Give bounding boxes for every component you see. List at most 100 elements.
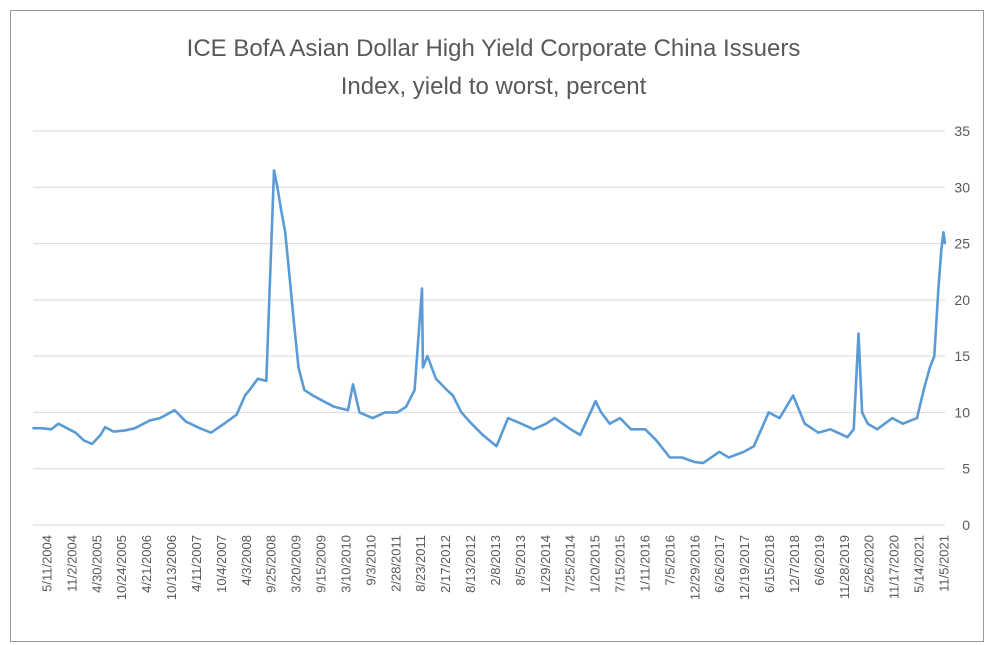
x-tick-label: 6/6/2019 xyxy=(812,535,827,586)
y-tick-label: 25 xyxy=(954,236,970,252)
data-point xyxy=(841,434,844,436)
x-tick-label: 10/4/2007 xyxy=(214,535,229,593)
data-point xyxy=(470,422,473,425)
data-point xyxy=(861,411,863,414)
data-point xyxy=(817,431,820,434)
x-tick-label: 12/19/2017 xyxy=(737,535,752,600)
y-tick-label: 20 xyxy=(954,292,970,308)
data-point xyxy=(901,422,904,425)
data-point xyxy=(718,450,721,453)
data-point xyxy=(866,422,869,425)
data-point xyxy=(792,394,794,397)
x-tick-label: 2/8/2013 xyxy=(488,535,503,586)
data-point xyxy=(184,420,187,423)
data-point xyxy=(655,439,658,442)
x-tick-label: 11/2/2004 xyxy=(64,535,79,592)
x-tick-label: 4/11/2007 xyxy=(189,535,204,592)
data-point xyxy=(173,409,176,412)
x-tick-label: 7/5/2016 xyxy=(662,535,677,586)
chart-title: ICE BofA Asian Dollar High Yield Corpora… xyxy=(186,35,801,62)
data-point xyxy=(846,436,849,439)
data-point xyxy=(778,417,781,419)
data-point xyxy=(933,355,936,357)
x-tick-label: 6/15/2018 xyxy=(762,535,777,593)
x-axis-tick-labels: 5/11/2004 11/2/2004 4/30/2005 10/24/2005 4/2… xyxy=(39,535,951,600)
data-point xyxy=(333,405,336,408)
data-point xyxy=(937,287,940,290)
data-point xyxy=(553,417,556,419)
data-point xyxy=(922,389,925,391)
x-tick-label: 7/15/2015 xyxy=(613,535,628,593)
data-point xyxy=(630,428,632,431)
data-point xyxy=(265,380,268,382)
data-point xyxy=(40,427,43,430)
data-point xyxy=(891,417,894,419)
data-point xyxy=(276,186,279,189)
data-point xyxy=(942,231,945,234)
chart-title-block: ICE BofA Asian Dollar High Yield Corpora… xyxy=(0,30,987,106)
data-point xyxy=(322,400,325,403)
x-tick-label: 1/11/2016 xyxy=(637,535,652,592)
data-point xyxy=(74,431,77,434)
data-point xyxy=(569,428,572,431)
data-point xyxy=(66,427,68,430)
data-point xyxy=(668,456,671,459)
data-point xyxy=(681,456,683,459)
x-tick-label: 4/3/2008 xyxy=(239,535,254,586)
x-tick-label: 11/28/2019 xyxy=(837,535,852,599)
x-tick-label: 8/5/2013 xyxy=(513,535,528,586)
data-point xyxy=(944,242,946,245)
data-point xyxy=(753,445,755,448)
x-tick-label: 6/26/2017 xyxy=(712,535,727,593)
data-point xyxy=(311,394,314,397)
data-point xyxy=(600,411,603,414)
data-point xyxy=(594,400,597,403)
data-point xyxy=(358,411,361,414)
data-point xyxy=(507,417,509,419)
data-point xyxy=(426,355,429,357)
data-point xyxy=(248,389,251,391)
data-point xyxy=(702,462,704,464)
data-point xyxy=(435,377,437,380)
data-point xyxy=(693,461,696,463)
x-tick-label: 7/25/2014 xyxy=(563,535,578,593)
data-point xyxy=(545,422,547,425)
x-tick-label: 5/11/2004 xyxy=(39,535,54,592)
data-point xyxy=(421,287,423,290)
data-point xyxy=(829,428,832,431)
data-point xyxy=(619,417,621,419)
data-point xyxy=(405,405,407,408)
data-point xyxy=(940,248,943,251)
data-point xyxy=(244,394,246,397)
data-point xyxy=(297,366,300,369)
y-axis-tick-labels: 0 5 10 15 20 25 30 35 xyxy=(954,123,970,533)
data-point xyxy=(347,409,349,412)
y-tick-label: 10 xyxy=(954,404,970,420)
chart-frame xyxy=(10,10,984,642)
data-point xyxy=(495,445,498,448)
x-tick-label: 12/29/2016 xyxy=(687,535,702,600)
data-point xyxy=(149,419,152,422)
data-point xyxy=(198,427,201,430)
data-point xyxy=(352,383,354,386)
data-point xyxy=(579,434,581,436)
data-point xyxy=(644,428,647,431)
data-point xyxy=(223,422,226,425)
data-point xyxy=(803,422,806,425)
x-tick-label: 11/5/2021 xyxy=(936,535,951,592)
data-point xyxy=(396,411,399,414)
x-tick-label: 11/17/2020 xyxy=(887,535,902,599)
data-point xyxy=(481,434,484,436)
data-point xyxy=(727,456,730,459)
data-point xyxy=(857,332,860,335)
data-point xyxy=(532,428,535,431)
data-point xyxy=(210,431,212,434)
y-tick-label: 5 xyxy=(962,461,970,477)
data-point xyxy=(445,389,448,391)
data-point xyxy=(413,389,416,391)
data-point xyxy=(460,411,463,414)
data-point xyxy=(743,450,745,453)
chart-subtitle: Index, yield to worst, percent xyxy=(340,73,647,100)
x-tick-label: 5/14/2021 xyxy=(912,535,927,593)
